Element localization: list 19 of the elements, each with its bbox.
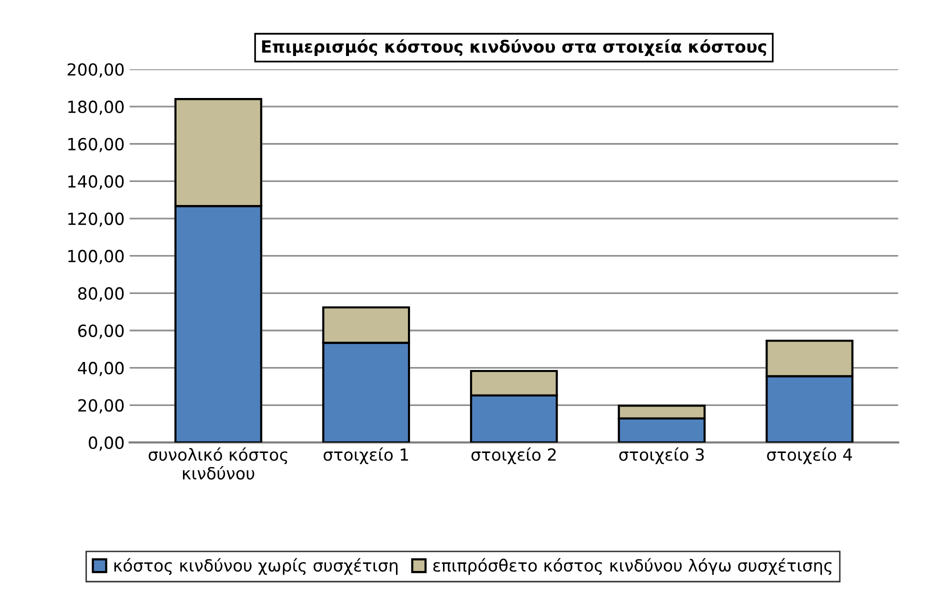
x-tick-label: στοιχείο 1 bbox=[324, 447, 408, 464]
x-tick-label: στοιχείο 2 bbox=[471, 447, 556, 464]
x-tick-label: στοιχείο 3 bbox=[619, 447, 704, 464]
y-tick-label: 180,00 bbox=[68, 100, 124, 115]
y-tick-label: 60,00 bbox=[78, 324, 124, 339]
y-tick-label: 40,00 bbox=[78, 362, 124, 376]
y-tick-label: 0,00 bbox=[88, 436, 124, 451]
y-tick-label: 160,00 bbox=[68, 138, 124, 152]
legend-label: κόστος κινδύνου χωρίς συσχέτιση bbox=[114, 558, 398, 575]
x-tick-label: στοιχείο 4 bbox=[767, 447, 852, 464]
y-tick-label: 140,00 bbox=[68, 175, 124, 190]
legend-label: επιπρόσθετο κόστος κινδύνου λόγω συσχέτισης bbox=[433, 558, 832, 575]
y-tick-label: 200,00 bbox=[68, 63, 124, 78]
chart-title: Επιμερισμός κόστους κινδύνου στα στοιχεία κόστους bbox=[262, 39, 766, 56]
y-tick-label: 80,00 bbox=[78, 287, 124, 302]
x-tick-label: συνολικό κόστος κινδύνου bbox=[148, 447, 288, 480]
y-tick-label: 100,00 bbox=[68, 250, 124, 264]
y-tick-label: 120,00 bbox=[68, 212, 124, 227]
y-tick-label: 20,00 bbox=[78, 399, 124, 414]
